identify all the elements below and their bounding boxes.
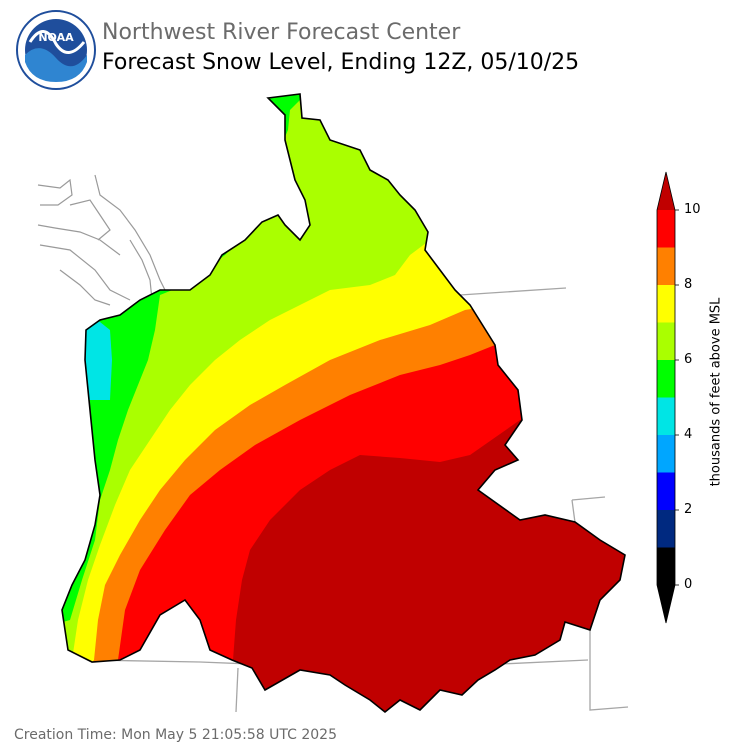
colorbar-tick-label: 0 bbox=[684, 577, 693, 592]
logo-text: NOAA bbox=[38, 31, 74, 44]
colorbar-tick-label: 4 bbox=[684, 427, 693, 442]
colorbar bbox=[656, 171, 679, 624]
colorbar-band-5 bbox=[657, 360, 675, 398]
coastline-lines bbox=[37, 174, 171, 306]
colorbar-under-arrow bbox=[657, 585, 675, 623]
colorbar-tick-label: 8 bbox=[684, 277, 693, 292]
product-title: Forecast Snow Level, Ending 12Z, 05/10/2… bbox=[102, 50, 580, 75]
colorbar-tick-label: 10 bbox=[684, 202, 701, 217]
colorbar-band-7 bbox=[657, 285, 675, 323]
colorbar-band-2 bbox=[657, 472, 675, 510]
colorbar-band-1 bbox=[657, 510, 675, 548]
colorbar-tick-label: 6 bbox=[684, 352, 693, 367]
zone-4-5 bbox=[62, 300, 112, 400]
colorbar-title-text: thousands of feet above MSL bbox=[708, 297, 724, 487]
colorbar-tick-label: 2 bbox=[684, 502, 693, 517]
agency-title: Northwest River Forecast Center bbox=[102, 20, 461, 45]
colorbar-band-6 bbox=[657, 322, 675, 360]
colorbar-over-arrow bbox=[657, 172, 675, 210]
colorbar-band-3 bbox=[657, 435, 675, 473]
colorbar-band-8 bbox=[657, 247, 675, 285]
colorbar-band-0 bbox=[657, 547, 675, 585]
creation-time: Creation Time: Mon May 5 21:05:58 UTC 20… bbox=[14, 727, 337, 743]
colorbar-band-4 bbox=[657, 397, 675, 435]
noaa-logo: NOAA bbox=[16, 10, 96, 90]
colorbar-band-9 bbox=[657, 210, 675, 248]
